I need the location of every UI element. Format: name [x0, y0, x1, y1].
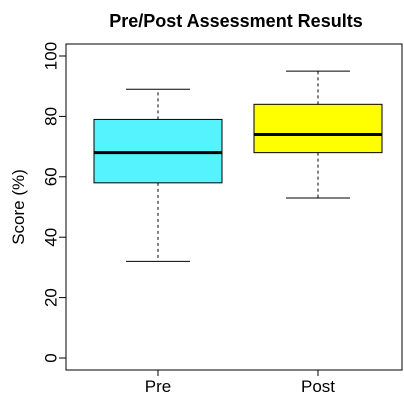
- box-pre: [93, 88, 223, 262]
- y-tick-label: 40: [42, 228, 61, 247]
- boxes-group: [93, 70, 383, 262]
- x-axis-labels: Pre Post: [145, 370, 335, 394]
- y-tick-label: 20: [42, 288, 61, 307]
- y-tick-label: 60: [42, 167, 61, 186]
- box-post: [253, 70, 383, 199]
- x-tick-label: Pre: [145, 377, 171, 394]
- y-tick-label: 100: [42, 42, 61, 70]
- y-tick-label: 80: [42, 107, 61, 126]
- x-tick-label: Post: [301, 377, 335, 394]
- y-tick-label: 0: [42, 353, 61, 362]
- chart-title: Pre/Post Assessment Results: [109, 11, 362, 31]
- iqr-box: [253, 103, 383, 154]
- iqr-box: [93, 118, 223, 184]
- y-axis-label: Score (%): [9, 169, 28, 245]
- plot-frame: [65, 43, 403, 371]
- y-axis-ticks: 0 20 40 60 80 100: [42, 42, 66, 363]
